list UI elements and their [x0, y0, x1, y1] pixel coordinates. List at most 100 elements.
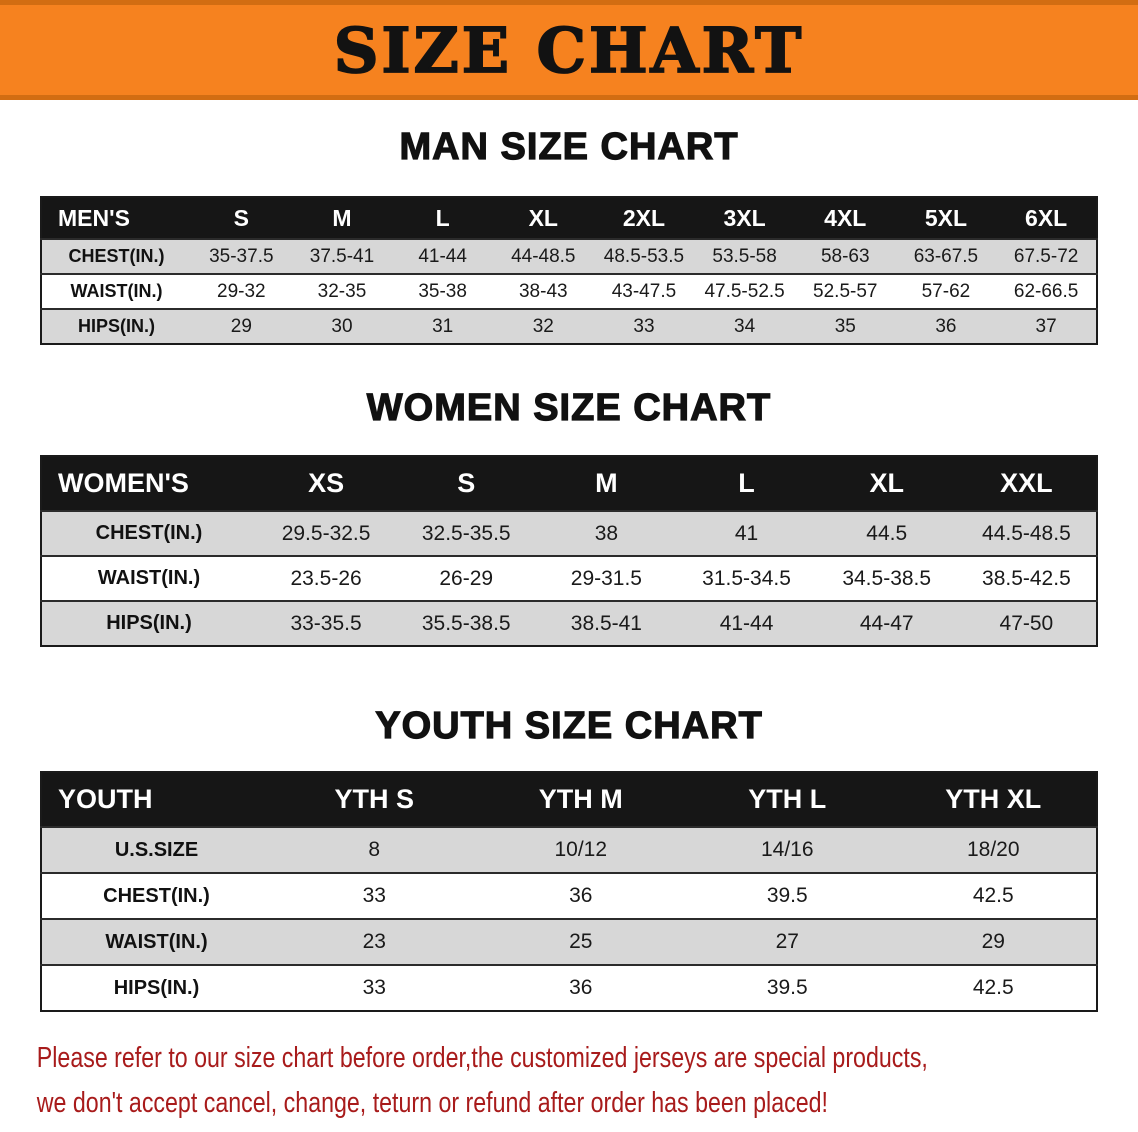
- women-row-label-chest-in: CHEST(IN.): [41, 510, 256, 556]
- women-cell-chest-in-xs: 29.5-32.5: [256, 510, 397, 556]
- men-column-header-s: S: [191, 197, 292, 239]
- women-row-hips-in: HIPS(IN.) 33-35.5 35.5-38.5 38.5-41 41-44 44-…: [41, 600, 1097, 646]
- youth-cell-waist-in-yth-m: 25: [477, 918, 684, 965]
- women-cell-waist-in-s: 26-29: [396, 555, 537, 601]
- men-cell-chest-in-s: 35-37.5: [191, 238, 292, 274]
- men-row-hips-in: HIPS(IN.) 29 30 31 32 33 34 35 36 37: [41, 308, 1097, 344]
- youth-cell-hips-in-yth-l: 39.5: [684, 964, 891, 1011]
- youth-column-header-yth-xl: YTH XL: [890, 772, 1097, 827]
- women-cell-hips-in-xxl: 47-50: [956, 600, 1097, 646]
- men-cell-chest-in-5xl: 63-67.5: [895, 238, 997, 274]
- men-size-table: MEN'S S M L XL 2XL 3XL 4XL 5XL 6XL CHEST(IN.) 35-37…: [40, 196, 1098, 345]
- women-cell-hips-in-m: 38.5-41: [536, 600, 677, 646]
- women-cell-hips-in-s: 35.5-38.5: [396, 600, 537, 646]
- men-cell-chest-in-2xl: 48.5-53.5: [593, 238, 695, 274]
- men-row-label-hips-in: HIPS(IN.): [41, 308, 191, 344]
- youth-cell-u-s-size-yth-s: 8: [271, 826, 478, 873]
- women-row-label-hips-in: HIPS(IN.): [41, 600, 256, 646]
- men-column-header-m: M: [291, 197, 393, 239]
- men-cell-chest-in-6xl: 67.5-72: [996, 238, 1097, 274]
- youth-cell-chest-in-yth-s: 33: [271, 872, 478, 919]
- youth-cell-waist-in-yth-xl: 29: [890, 918, 1097, 965]
- youth-row-label-hips-in: HIPS(IN.): [41, 964, 271, 1011]
- youth-row-label-chest-in: CHEST(IN.): [41, 872, 271, 919]
- men-cell-hips-in-3xl: 34: [694, 308, 795, 344]
- men-cell-hips-in-m: 30: [291, 308, 393, 344]
- men-column-header-2xl: 2XL: [593, 197, 695, 239]
- youth-cell-chest-in-yth-xl: 42.5: [890, 872, 1097, 919]
- men-column-header-6xl: 6XL: [996, 197, 1097, 239]
- women-table-corner-label: WOMEN'S: [41, 456, 256, 511]
- men-row-waist-in: WAIST(IN.) 29-32 32-35 35-38 38-43 43-47.5 47.…: [41, 273, 1097, 309]
- youth-cell-u-s-size-yth-xl: 18/20: [890, 826, 1097, 873]
- women-cell-chest-in-xl: 44.5: [816, 510, 957, 556]
- men-cell-hips-in-l: 31: [392, 308, 493, 344]
- women-row-chest-in: CHEST(IN.) 29.5-32.5 32.5-35.5 38 41 44.5 44.5…: [41, 510, 1097, 556]
- women-size-table: WOMEN'S XS S M L XL XXL CHEST(IN.) 29.5-32.5 32.5…: [40, 455, 1098, 647]
- men-row-chest-in: CHEST(IN.) 35-37.5 37.5-41 41-44 44-48.5 48.5…: [41, 238, 1097, 274]
- youth-size-table: YOUTH YTH S YTH M YTH L YTH XL U.S.SIZE 8 10/12…: [40, 771, 1098, 1012]
- men-column-header-l: L: [392, 197, 493, 239]
- women-cell-chest-in-s: 32.5-35.5: [396, 510, 537, 556]
- men-cell-hips-in-2xl: 33: [593, 308, 695, 344]
- women-cell-waist-in-xs: 23.5-26: [256, 555, 397, 601]
- women-column-header-s: S: [396, 456, 537, 511]
- women-cell-waist-in-m: 29-31.5: [536, 555, 677, 601]
- men-table-corner-label: MEN'S: [41, 197, 191, 239]
- women-section-heading: WOMEN SIZE CHART: [366, 386, 772, 429]
- youth-column-header-yth-s: YTH S: [271, 772, 478, 827]
- youth-cell-hips-in-yth-s: 33: [271, 964, 478, 1011]
- men-column-header-4xl: 4XL: [794, 197, 896, 239]
- youth-header-row: YOUTH YTH S YTH M YTH L YTH XL: [41, 772, 1097, 827]
- men-cell-chest-in-3xl: 53.5-58: [694, 238, 795, 274]
- youth-cell-chest-in-yth-l: 39.5: [684, 872, 891, 919]
- women-row-waist-in: WAIST(IN.) 23.5-26 26-29 29-31.5 31.5-34.5 34…: [41, 555, 1097, 601]
- men-cell-hips-in-5xl: 36: [895, 308, 997, 344]
- men-cell-waist-in-m: 32-35: [291, 273, 393, 309]
- men-cell-chest-in-m: 37.5-41: [291, 238, 393, 274]
- youth-row-label-waist-in: WAIST(IN.): [41, 918, 271, 965]
- youth-section-heading: YOUTH SIZE CHART: [375, 704, 763, 747]
- men-cell-hips-in-xl: 32: [492, 308, 594, 344]
- youth-cell-chest-in-yth-m: 36: [477, 872, 684, 919]
- youth-row-waist-in: WAIST(IN.) 23 25 27 29: [41, 918, 1097, 965]
- women-column-header-l: L: [676, 456, 817, 511]
- women-cell-waist-in-l: 31.5-34.5: [676, 555, 817, 601]
- women-column-header-xxl: XXL: [956, 456, 1097, 511]
- men-cell-chest-in-l: 41-44: [392, 238, 493, 274]
- notice-line-1: Please refer to our size chart before or…: [36, 1042, 928, 1074]
- youth-cell-waist-in-yth-l: 27: [684, 918, 891, 965]
- youth-row-chest-in: CHEST(IN.) 33 36 39.5 42.5: [41, 872, 1097, 919]
- men-cell-hips-in-4xl: 35: [794, 308, 896, 344]
- men-row-label-waist-in: WAIST(IN.): [41, 273, 191, 309]
- men-column-header-xl: XL: [492, 197, 594, 239]
- youth-row-label-u-s-size: U.S.SIZE: [41, 826, 271, 873]
- women-column-header-m: M: [536, 456, 677, 511]
- women-cell-chest-in-xxl: 44.5-48.5: [956, 510, 1097, 556]
- men-cell-waist-in-l: 35-38: [392, 273, 493, 309]
- women-column-header-xl: XL: [816, 456, 957, 511]
- order-notice: Please refer to our size chart before or…: [0, 1036, 1120, 1126]
- women-cell-waist-in-xxl: 38.5-42.5: [956, 555, 1097, 601]
- men-row-label-chest-in: CHEST(IN.): [41, 238, 191, 274]
- men-cell-waist-in-2xl: 43-47.5: [593, 273, 695, 309]
- youth-column-header-yth-m: YTH M: [477, 772, 684, 827]
- women-cell-chest-in-m: 38: [536, 510, 677, 556]
- size-chart-banner: SIZE CHART: [0, 0, 1138, 100]
- youth-cell-u-s-size-yth-l: 14/16: [684, 826, 891, 873]
- youth-column-header-yth-l: YTH L: [684, 772, 891, 827]
- women-cell-hips-in-l: 41-44: [676, 600, 817, 646]
- men-column-header-5xl: 5XL: [895, 197, 997, 239]
- banner-title: SIZE CHART: [333, 13, 805, 88]
- men-cell-hips-in-s: 29: [191, 308, 292, 344]
- youth-row-u-s-size: U.S.SIZE 8 10/12 14/16 18/20: [41, 826, 1097, 873]
- men-cell-waist-in-6xl: 62-66.5: [996, 273, 1097, 309]
- youth-cell-waist-in-yth-s: 23: [271, 918, 478, 965]
- men-section-heading: MAN SIZE CHART: [399, 125, 739, 168]
- women-cell-waist-in-xl: 34.5-38.5: [816, 555, 957, 601]
- women-column-header-xs: XS: [256, 456, 397, 511]
- men-cell-waist-in-4xl: 52.5-57: [794, 273, 896, 309]
- youth-cell-hips-in-yth-m: 36: [477, 964, 684, 1011]
- women-cell-chest-in-l: 41: [676, 510, 817, 556]
